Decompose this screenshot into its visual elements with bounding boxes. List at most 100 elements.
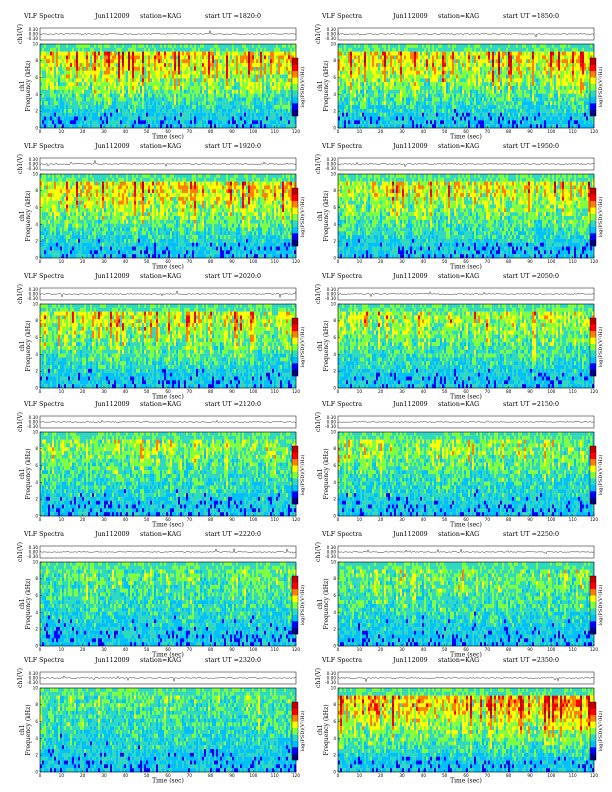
spectrogram-cell <box>166 74 169 79</box>
spectrogram-cell <box>164 86 167 90</box>
spectrogram-cell <box>260 70 263 75</box>
spectrogram-cell <box>468 124 471 129</box>
spectrogram-cell <box>68 66 71 71</box>
spectrogram-cell <box>226 82 229 87</box>
spectrogram-cell <box>360 47 363 52</box>
spectrogram-cell <box>206 97 209 102</box>
spectrogram-cell <box>412 120 415 125</box>
spectrogram-cell <box>360 116 363 121</box>
spectrogram-cell <box>350 59 353 64</box>
spectrogram-cell <box>388 55 391 60</box>
spectrogram-cell <box>498 105 501 110</box>
spectrogram-cell <box>112 44 115 48</box>
spectrogram-cell <box>498 70 501 75</box>
spectrogram-cell <box>170 44 173 48</box>
spectrogram-cell <box>200 74 203 79</box>
spectrogram-cell <box>112 97 115 102</box>
spectrogram-cell <box>98 59 101 64</box>
spectrogram-cell <box>472 70 475 75</box>
spectrogram-cell <box>404 74 407 79</box>
spectrogram-cell <box>42 70 45 75</box>
spectrogram-cell <box>348 116 351 121</box>
spectrogram-cell <box>494 93 497 98</box>
spectrogram-cell <box>104 55 107 60</box>
spectrogram-cell <box>390 78 393 83</box>
spectrogram-cell <box>468 86 471 90</box>
spectrogram-cell <box>260 44 263 48</box>
spectrogram-cell <box>404 59 407 64</box>
spectrogram-cell <box>190 120 193 125</box>
spectrogram-cell <box>110 105 113 110</box>
spectrogram-cell <box>108 44 111 48</box>
time-tick-label: 110 <box>271 129 279 134</box>
spectrogram-cell <box>204 112 207 117</box>
spectrogram-cell <box>264 89 267 94</box>
spectrogram-cell <box>402 44 405 48</box>
spectrogram-cell <box>396 93 399 98</box>
spectrogram-cell <box>376 89 379 94</box>
spectrogram-cell <box>438 51 441 56</box>
spectrogram-cell <box>124 55 127 60</box>
spectrogram-cell <box>266 86 269 90</box>
spectrogram-cell <box>342 70 345 75</box>
spectrogram-cell <box>166 66 169 71</box>
spectrogram-cell <box>418 59 421 64</box>
spectrogram-cell <box>502 108 505 113</box>
spectrogram-cell <box>80 116 83 121</box>
spectrogram-cell <box>168 66 171 71</box>
spectrogram-cell <box>130 86 133 90</box>
spectrogram-cell <box>514 93 517 98</box>
spectrogram-cell <box>220 66 223 71</box>
spectrogram-cell <box>46 51 49 56</box>
spectrogram-cell <box>410 55 413 60</box>
spectrogram-cell <box>112 78 115 83</box>
spectrogram-cell <box>388 86 391 90</box>
spectrogram-cell <box>136 44 139 48</box>
spectrogram-cell <box>396 74 399 79</box>
spectrogram-cell <box>520 93 523 98</box>
spectrogram-cell <box>230 89 233 94</box>
spectrogram-cell <box>90 105 93 110</box>
spectrogram-cell <box>520 86 523 90</box>
spectrogram-cell <box>168 74 171 79</box>
spectrogram-cell <box>60 82 63 87</box>
spectrogram-cell <box>214 108 217 113</box>
spectrogram-cell <box>512 120 515 125</box>
spectrogram-cell <box>204 120 207 125</box>
spectrogram-cell <box>384 59 387 64</box>
spectrogram-cell <box>366 55 369 60</box>
spectrogram-cell <box>280 97 283 102</box>
spectrogram-cell <box>404 89 407 94</box>
spectrogram-cell <box>524 116 527 121</box>
spectrogram-cell <box>290 93 293 98</box>
spectrogram-cell <box>344 89 347 94</box>
spectrogram-cell <box>74 63 77 68</box>
spectrogram-cell <box>100 70 103 75</box>
spectrogram-cell <box>72 108 75 113</box>
spectrogram-cell <box>102 59 105 64</box>
spectrogram-cell <box>230 55 233 60</box>
spectrogram-cell <box>450 108 453 113</box>
spectrogram-cell <box>84 112 87 117</box>
spectrogram-cell <box>512 47 515 52</box>
spectrogram-cell <box>158 86 161 90</box>
spectrogram-cell <box>366 116 369 121</box>
spectrogram-cell <box>504 97 507 102</box>
spectrogram-cell <box>242 97 245 102</box>
spectrogram-cell <box>44 66 47 71</box>
spectrogram-cell <box>522 108 525 113</box>
spectrogram-cell <box>380 82 383 87</box>
spectrogram-cell <box>514 70 517 75</box>
time-tick-label: 100 <box>249 129 257 134</box>
spectrogram-cell <box>62 97 65 102</box>
spectrogram-cell <box>486 112 489 117</box>
spectrogram-cell <box>346 86 349 90</box>
spectrogram-cell <box>272 101 275 106</box>
spectrogram-cell <box>452 105 455 110</box>
spectrogram-cell <box>246 89 249 94</box>
spectrogram-cell <box>210 93 213 98</box>
spectrogram-cell <box>142 112 145 117</box>
spectrogram-cell <box>202 120 205 125</box>
spectrogram-cell <box>56 51 59 56</box>
spectrogram-cell <box>520 82 523 87</box>
